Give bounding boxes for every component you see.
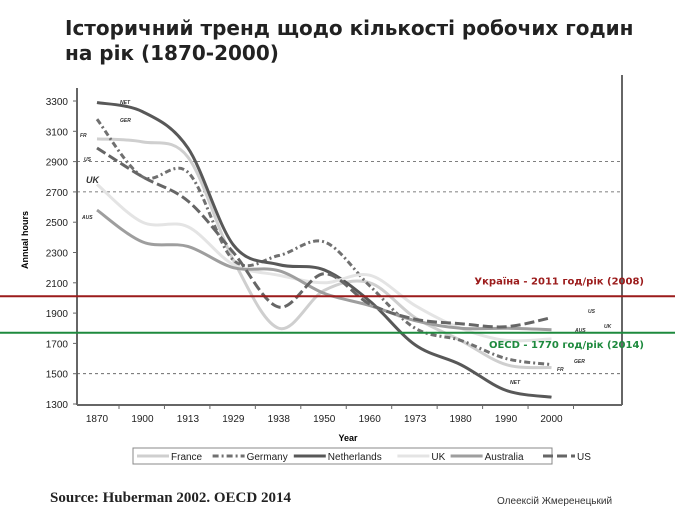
series-label: NET xyxy=(120,100,131,106)
reference-label: OECD - 1770 год/рік (2014) xyxy=(489,340,644,351)
source-note: Source: Huberman 2002. OECD 2014 xyxy=(50,490,291,506)
series-line-uk xyxy=(96,183,552,343)
reference-label: Україна - 2011 год/рік (2008) xyxy=(474,275,644,287)
series-line-us xyxy=(96,146,552,329)
legend-entry: France xyxy=(171,452,203,463)
y-tick-label: 2500 xyxy=(46,218,69,229)
y-tick-label: 1700 xyxy=(46,339,69,350)
page-title: Історичний тренд щодо кількості робочих … xyxy=(65,16,634,65)
legend-entry: UK xyxy=(431,452,445,463)
series-label: UK xyxy=(604,324,612,330)
x-tick-label: 1938 xyxy=(268,414,291,425)
x-tick-label: 1913 xyxy=(177,414,200,425)
x-tick-label: 1960 xyxy=(359,414,382,425)
series-label: FR xyxy=(80,133,87,139)
series-label: GER xyxy=(120,118,131,124)
x-axis-label: Year xyxy=(338,433,358,443)
author-credit: Олеексій Жмеренецький xyxy=(497,496,613,507)
x-tick-label: 1950 xyxy=(313,414,336,425)
x-tick-label: 1929 xyxy=(222,414,245,425)
x-tick-label: 1990 xyxy=(495,414,518,425)
series-line-germany xyxy=(95,118,552,367)
legend-entry: Germany xyxy=(247,452,288,463)
series-line-france xyxy=(96,137,552,370)
series-label: US xyxy=(84,157,92,163)
y-tick-label: 2300 xyxy=(46,249,69,260)
x-tick-label: 1973 xyxy=(404,414,427,425)
y-axis-label: Annual hours xyxy=(20,211,30,269)
legend-entry: Australia xyxy=(485,452,524,463)
x-tick-label: 2000 xyxy=(540,414,563,425)
legend-entry: Netherlands xyxy=(328,452,382,463)
y-tick-label: 2900 xyxy=(46,158,69,169)
y-tick-label: 2100 xyxy=(46,279,69,290)
y-tick-label: 1500 xyxy=(46,370,69,381)
y-tick-label: 1900 xyxy=(46,309,69,320)
y-tick-label: 2700 xyxy=(46,188,69,199)
y-tick-label: 3300 xyxy=(46,97,69,108)
series-label: FR xyxy=(557,367,564,373)
x-tick-label: 1870 xyxy=(86,414,109,425)
x-tick-label: 1980 xyxy=(449,414,472,425)
x-tick-label: 1900 xyxy=(131,414,154,425)
series-line-netherlands xyxy=(96,101,552,399)
y-tick-label: 3100 xyxy=(46,127,69,138)
series-label: UK xyxy=(86,175,100,185)
series-label: GER xyxy=(574,359,585,365)
series-label: US xyxy=(588,309,596,315)
series-label: AUS xyxy=(574,328,586,334)
series-label: NET xyxy=(510,380,521,386)
series-line-australia xyxy=(96,208,552,332)
legend-entry: US xyxy=(577,452,591,463)
y-tick-label: 1300 xyxy=(46,400,69,411)
series-label: AUS xyxy=(81,215,93,221)
